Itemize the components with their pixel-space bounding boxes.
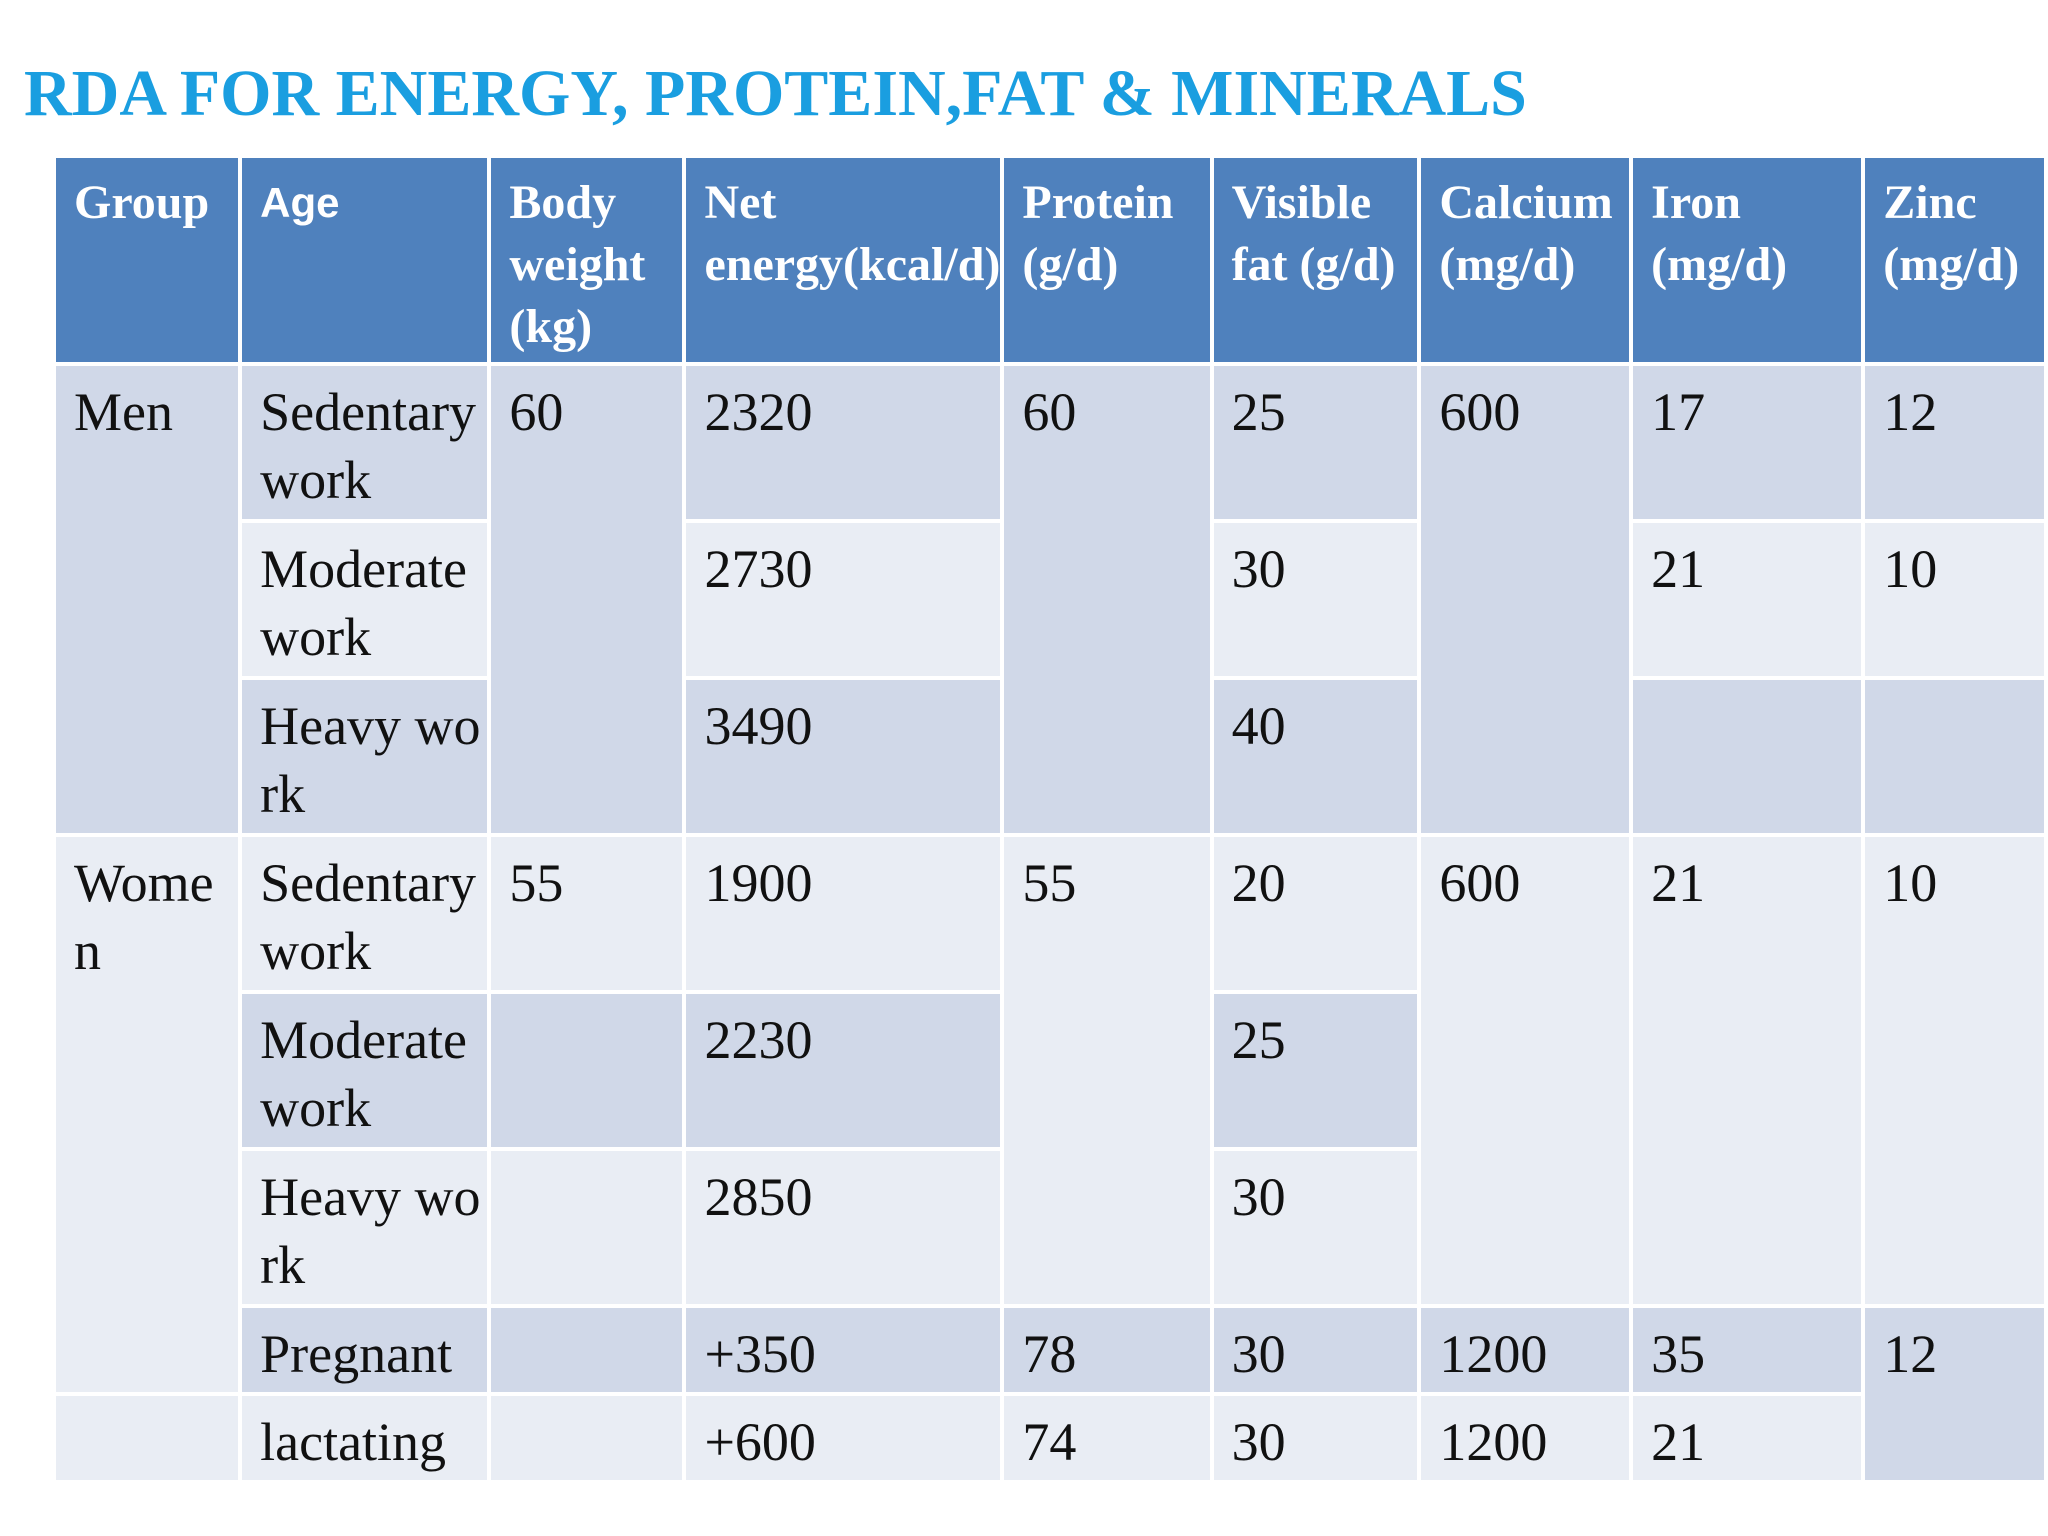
zinc-cell: 12 (1861, 1304, 2048, 1484)
protein-cell: 78 (1000, 1304, 1214, 1396)
table-row: Moderate work 2730 30 21 10 (54, 519, 2048, 680)
fat-cell: 30 (1209, 519, 1422, 680)
iron-cell (1629, 676, 1866, 837)
header-protein: Protein (g/d) (1000, 154, 1214, 366)
fat-cell: 30 (1209, 1147, 1422, 1308)
header-age: Age (238, 154, 492, 366)
zinc-cell (1861, 676, 2048, 837)
fat-cell: 30 (1209, 1304, 1422, 1396)
header-group: Group (51, 154, 243, 366)
iron-cell: 21 (1629, 1392, 1866, 1484)
group-cell-women: Women (51, 833, 243, 1396)
age-cell: Heavy work (238, 1147, 492, 1308)
energy-cell: +600 (682, 1392, 1005, 1484)
energy-cell: 2320 (682, 362, 1005, 523)
protein-cell: 74 (1000, 1392, 1214, 1484)
calcium-cell: 600 (1417, 833, 1634, 1308)
group-cell-men: Men (51, 362, 243, 837)
fat-cell: 30 (1209, 1392, 1422, 1484)
energy-cell: 2850 (682, 1147, 1005, 1308)
body-weight-cell (487, 1304, 687, 1396)
fat-cell: 25 (1209, 362, 1422, 523)
page-title: RDA FOR ENERGY, PROTEIN,FAT & MINERALS (24, 57, 1527, 130)
table-row: Heavy work 2850 30 (54, 1147, 2046, 1308)
age-cell: Heavy work (238, 676, 492, 837)
protein-cell: 60 (1000, 362, 1214, 837)
body-weight-cell: 60 (487, 362, 687, 837)
body-weight-cell (487, 990, 687, 1151)
header-row: Group Age Body weight (kg) Net energy(kc… (51, 154, 2048, 366)
age-cell: Sedentary work (238, 362, 492, 523)
calcium-cell: 1200 (1417, 1392, 1634, 1484)
table-row: Heavy work 3490 40 (54, 676, 2048, 837)
header-calcium: Calcium (mg/d) (1417, 154, 1634, 366)
energy-cell: 2730 (682, 519, 1005, 680)
age-cell: Moderate work (238, 519, 492, 680)
header-visible-fat: Visible fat (g/d) (1209, 154, 1422, 366)
iron-cell: 21 (1629, 519, 1866, 680)
age-cell: Sedentary work (238, 833, 492, 994)
zinc-cell: 10 (1861, 833, 2048, 1308)
energy-cell: 3490 (682, 676, 1005, 837)
fat-cell: 25 (1209, 990, 1422, 1151)
calcium-cell: 600 (1417, 362, 1634, 837)
table-row: lactating +600 74 30 1200 21 (51, 1392, 2046, 1484)
header-iron: Iron (mg/d) (1629, 154, 1866, 366)
energy-cell: 2230 (682, 990, 1005, 1151)
header-body-weight: Body weight (kg) (487, 154, 687, 366)
age-cell: lactating (238, 1392, 492, 1484)
fat-cell: 40 (1209, 676, 1422, 837)
table-row: Men Sedentary work 60 2320 60 25 600 17 … (51, 362, 2048, 837)
body-weight-cell: 55 (487, 833, 687, 994)
group-cell-empty (51, 1392, 243, 1484)
energy-cell: 1900 (682, 833, 1005, 994)
table-row: Moderate work 2230 25 (54, 990, 2046, 1151)
calcium-cell: 1200 (1417, 1304, 1634, 1396)
body-weight-cell (487, 1147, 687, 1308)
body-weight-cell (487, 1392, 687, 1484)
header-zinc: Zinc (mg/d) (1861, 154, 2048, 366)
age-cell: Pregnant (238, 1304, 492, 1396)
protein-cell: 55 (1000, 833, 1214, 1308)
header-net-energy: Net energy(kcal/d) (682, 154, 1005, 366)
iron-cell: 21 (1629, 833, 1866, 1308)
age-cell: Moderate work (238, 990, 492, 1151)
iron-cell: 35 (1629, 1304, 1866, 1396)
table-row: Pregnant +350 78 30 1200 35 12 (54, 1304, 2048, 1484)
zinc-cell: 10 (1861, 519, 2048, 680)
table-row: Women Sedentary work 55 1900 55 20 600 2… (51, 833, 2048, 1396)
fat-cell: 20 (1209, 833, 1422, 994)
rda-table: Group Age Body weight (kg) Net energy(kc… (51, 154, 2048, 1484)
iron-cell: 17 (1629, 362, 1866, 523)
energy-cell: +350 (682, 1304, 1005, 1396)
zinc-cell: 12 (1861, 362, 2048, 523)
